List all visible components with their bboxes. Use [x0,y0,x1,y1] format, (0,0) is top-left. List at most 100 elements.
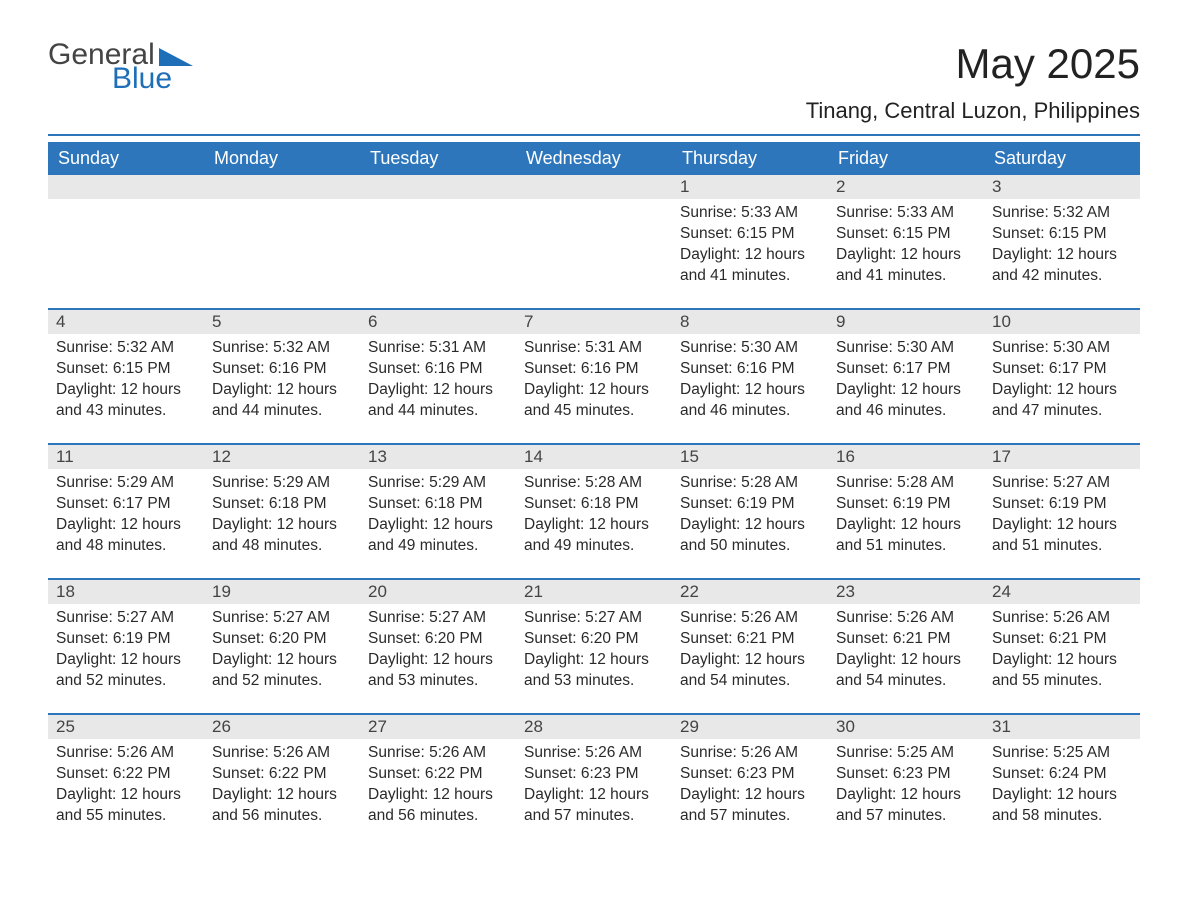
daylight-line: Daylight: 12 hours and 48 minutes. [56,515,196,557]
sunset-line: Sunset: 6:23 PM [680,764,820,785]
day-number: 17 [984,445,1140,469]
daylight-line: Daylight: 12 hours and 51 minutes. [992,515,1132,557]
calendar-week-row: 25Sunrise: 5:26 AMSunset: 6:22 PMDayligh… [48,715,1140,849]
sunset-line: Sunset: 6:18 PM [368,494,508,515]
calendar-cell: 20Sunrise: 5:27 AMSunset: 6:20 PMDayligh… [360,580,516,714]
day-number: 13 [360,445,516,469]
sunrise-line: Sunrise: 5:32 AM [212,338,352,359]
sunset-line: Sunset: 6:21 PM [992,629,1132,650]
calendar-cell: 11Sunrise: 5:29 AMSunset: 6:17 PMDayligh… [48,445,204,579]
calendar-cell: 21Sunrise: 5:27 AMSunset: 6:20 PMDayligh… [516,580,672,714]
day-details: Sunrise: 5:32 AMSunset: 6:15 PMDaylight:… [48,334,204,430]
sunset-line: Sunset: 6:21 PM [680,629,820,650]
calendar-cell: 18Sunrise: 5:27 AMSunset: 6:19 PMDayligh… [48,580,204,714]
day-number [360,175,516,199]
day-number: 28 [516,715,672,739]
sunrise-line: Sunrise: 5:32 AM [56,338,196,359]
day-details: Sunrise: 5:33 AMSunset: 6:15 PMDaylight:… [828,199,984,295]
daylight-line: Daylight: 12 hours and 41 minutes. [680,245,820,287]
calendar-cell: 5Sunrise: 5:32 AMSunset: 6:16 PMDaylight… [204,310,360,444]
location-subtitle: Tinang, Central Luzon, Philippines [806,98,1140,124]
calendar-cell: 3Sunrise: 5:32 AMSunset: 6:15 PMDaylight… [984,175,1140,309]
day-details [360,199,516,289]
sunrise-line: Sunrise: 5:26 AM [680,608,820,629]
day-number [204,175,360,199]
calendar-cell: 6Sunrise: 5:31 AMSunset: 6:16 PMDaylight… [360,310,516,444]
day-details [48,199,204,289]
sunrise-line: Sunrise: 5:29 AM [212,473,352,494]
daylight-line: Daylight: 12 hours and 43 minutes. [56,380,196,422]
daylight-line: Daylight: 12 hours and 57 minutes. [680,785,820,827]
sunrise-line: Sunrise: 5:29 AM [368,473,508,494]
header-block: General Blue May 2025 Tinang, Central Lu… [48,40,1140,124]
sunset-line: Sunset: 6:16 PM [212,359,352,380]
calendar-cell: 13Sunrise: 5:29 AMSunset: 6:18 PMDayligh… [360,445,516,579]
day-number [48,175,204,199]
day-details: Sunrise: 5:30 AMSunset: 6:16 PMDaylight:… [672,334,828,430]
sunrise-line: Sunrise: 5:26 AM [56,743,196,764]
calendar-cell [360,175,516,309]
day-number: 15 [672,445,828,469]
sunset-line: Sunset: 6:15 PM [56,359,196,380]
day-details: Sunrise: 5:33 AMSunset: 6:15 PMDaylight:… [672,199,828,295]
sunrise-line: Sunrise: 5:26 AM [368,743,508,764]
sunset-line: Sunset: 6:18 PM [524,494,664,515]
sunset-line: Sunset: 6:22 PM [56,764,196,785]
calendar-week-row: 18Sunrise: 5:27 AMSunset: 6:19 PMDayligh… [48,580,1140,714]
weekday-header: Saturday [984,142,1140,175]
day-details: Sunrise: 5:30 AMSunset: 6:17 PMDaylight:… [828,334,984,430]
sunset-line: Sunset: 6:22 PM [212,764,352,785]
sunset-line: Sunset: 6:16 PM [368,359,508,380]
calendar-cell [516,175,672,309]
daylight-line: Daylight: 12 hours and 52 minutes. [56,650,196,692]
sunrise-line: Sunrise: 5:29 AM [56,473,196,494]
day-details: Sunrise: 5:31 AMSunset: 6:16 PMDaylight:… [516,334,672,430]
calendar-cell: 19Sunrise: 5:27 AMSunset: 6:20 PMDayligh… [204,580,360,714]
calendar-cell: 10Sunrise: 5:30 AMSunset: 6:17 PMDayligh… [984,310,1140,444]
day-details: Sunrise: 5:26 AMSunset: 6:22 PMDaylight:… [360,739,516,835]
daylight-line: Daylight: 12 hours and 50 minutes. [680,515,820,557]
day-details: Sunrise: 5:31 AMSunset: 6:16 PMDaylight:… [360,334,516,430]
day-number: 21 [516,580,672,604]
weekday-header: Thursday [672,142,828,175]
weekday-header: Wednesday [516,142,672,175]
daylight-line: Daylight: 12 hours and 41 minutes. [836,245,976,287]
sunset-line: Sunset: 6:23 PM [836,764,976,785]
daylight-line: Daylight: 12 hours and 54 minutes. [680,650,820,692]
daylight-line: Daylight: 12 hours and 56 minutes. [212,785,352,827]
sunset-line: Sunset: 6:15 PM [836,224,976,245]
sunrise-line: Sunrise: 5:27 AM [212,608,352,629]
day-details: Sunrise: 5:27 AMSunset: 6:20 PMDaylight:… [516,604,672,700]
day-details: Sunrise: 5:26 AMSunset: 6:21 PMDaylight:… [828,604,984,700]
sunrise-line: Sunrise: 5:25 AM [992,743,1132,764]
calendar-cell: 26Sunrise: 5:26 AMSunset: 6:22 PMDayligh… [204,715,360,849]
sunset-line: Sunset: 6:20 PM [368,629,508,650]
daylight-line: Daylight: 12 hours and 53 minutes. [524,650,664,692]
day-details: Sunrise: 5:25 AMSunset: 6:24 PMDaylight:… [984,739,1140,835]
calendar-cell: 22Sunrise: 5:26 AMSunset: 6:21 PMDayligh… [672,580,828,714]
weekday-header: Tuesday [360,142,516,175]
sunset-line: Sunset: 6:24 PM [992,764,1132,785]
day-number: 24 [984,580,1140,604]
day-details: Sunrise: 5:28 AMSunset: 6:19 PMDaylight:… [672,469,828,565]
day-details: Sunrise: 5:29 AMSunset: 6:17 PMDaylight:… [48,469,204,565]
sunrise-line: Sunrise: 5:30 AM [992,338,1132,359]
day-details: Sunrise: 5:26 AMSunset: 6:22 PMDaylight:… [48,739,204,835]
sunrise-line: Sunrise: 5:26 AM [836,608,976,629]
day-number: 29 [672,715,828,739]
daylight-line: Daylight: 12 hours and 47 minutes. [992,380,1132,422]
day-number: 12 [204,445,360,469]
sunset-line: Sunset: 6:17 PM [992,359,1132,380]
sunset-line: Sunset: 6:21 PM [836,629,976,650]
sunrise-line: Sunrise: 5:27 AM [992,473,1132,494]
calendar-week-row: 1Sunrise: 5:33 AMSunset: 6:15 PMDaylight… [48,175,1140,309]
day-details: Sunrise: 5:26 AMSunset: 6:21 PMDaylight:… [672,604,828,700]
sunrise-line: Sunrise: 5:26 AM [524,743,664,764]
day-number: 9 [828,310,984,334]
calendar-week-row: 4Sunrise: 5:32 AMSunset: 6:15 PMDaylight… [48,310,1140,444]
calendar-cell: 9Sunrise: 5:30 AMSunset: 6:17 PMDaylight… [828,310,984,444]
calendar-table: SundayMondayTuesdayWednesdayThursdayFrid… [48,142,1140,849]
daylight-line: Daylight: 12 hours and 58 minutes. [992,785,1132,827]
day-details: Sunrise: 5:28 AMSunset: 6:18 PMDaylight:… [516,469,672,565]
calendar-cell: 24Sunrise: 5:26 AMSunset: 6:21 PMDayligh… [984,580,1140,714]
